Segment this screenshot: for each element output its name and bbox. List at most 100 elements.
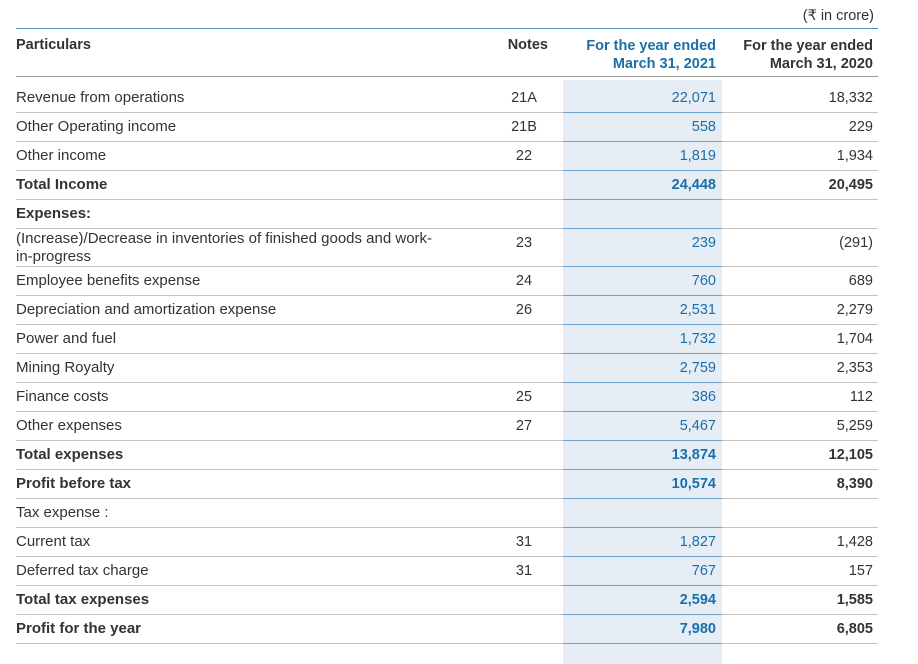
- row-previous: 20,495: [828, 177, 873, 193]
- header-line: March 31, 2020: [769, 56, 873, 72]
- row-rule-current: [563, 199, 722, 200]
- row-rule-current: [563, 556, 722, 557]
- row-previous: 2,279: [836, 302, 873, 318]
- row-rule-current: [563, 112, 722, 113]
- row-current: 1,819: [679, 148, 716, 164]
- row-rule: [16, 141, 878, 142]
- header-current: For the year ended March 31, 2021: [586, 37, 716, 73]
- row-rule-current: [563, 228, 722, 229]
- row-current: 239: [691, 235, 716, 251]
- row-current: 558: [691, 119, 716, 135]
- row-rule-current: [563, 469, 722, 470]
- row-previous: 8,390: [836, 476, 873, 492]
- row-rule: [16, 411, 878, 412]
- row-label: Total tax expenses: [16, 591, 150, 608]
- row-notes: 22: [515, 148, 533, 164]
- row-rule: [16, 228, 878, 229]
- row-rule-current: [563, 141, 722, 142]
- row-label: Profit before tax: [16, 475, 132, 492]
- row-previous: 157: [848, 563, 873, 579]
- row-rule: [16, 295, 878, 296]
- row-label: Depreciation and amortization expense: [16, 301, 277, 318]
- row-rule: [16, 324, 878, 325]
- row-rule-current: [563, 411, 722, 412]
- row-rule-current: [563, 498, 722, 499]
- row-notes: 26: [515, 302, 533, 318]
- row-rule-current: [563, 382, 722, 383]
- row-label: Current tax: [16, 533, 91, 550]
- row-label: Revenue from operations: [16, 89, 185, 106]
- row-rule: [16, 353, 878, 354]
- row-rule: [16, 556, 878, 557]
- row-rule: [16, 614, 878, 615]
- current-column-shade: [563, 80, 722, 664]
- row-current: 13,874: [671, 447, 716, 463]
- row-previous: 1,934: [836, 148, 873, 164]
- row-previous: (291): [839, 235, 873, 251]
- row-rule: [16, 498, 878, 499]
- header-notes: Notes: [507, 37, 548, 53]
- row-rule-current: [563, 170, 722, 171]
- row-current: 24,448: [671, 177, 716, 193]
- row-rule: [16, 266, 878, 267]
- row-label: (Increase)/Decrease in inventories of fi…: [16, 230, 433, 265]
- row-rule: [16, 527, 878, 528]
- row-label: Employee benefits expense: [16, 272, 201, 289]
- row-rule: [16, 469, 878, 470]
- row-current: 22,071: [671, 90, 716, 106]
- row-label: Total expenses: [16, 446, 124, 463]
- row-rule-current: [563, 527, 722, 528]
- row-label: Deferred tax charge: [16, 562, 149, 579]
- row-previous: 5,259: [836, 418, 873, 434]
- row-label: Other income: [16, 147, 107, 164]
- header-particulars: Particulars: [16, 37, 91, 53]
- row-rule: [16, 170, 878, 171]
- row-rule: [16, 585, 878, 586]
- header-line: For the year ended: [586, 38, 716, 54]
- row-current: 1,732: [679, 331, 716, 347]
- row-current: 2,759: [679, 360, 716, 376]
- row-current: 767: [691, 563, 716, 579]
- header-top-rule: [16, 28, 878, 29]
- row-current: 7,980: [679, 621, 716, 637]
- row-label: Profit for the year: [16, 620, 142, 637]
- header-line: March 31, 2021: [612, 56, 716, 72]
- row-previous: 1,428: [836, 534, 873, 550]
- row-rule: [16, 112, 878, 113]
- row-current: 386: [691, 389, 716, 405]
- row-current: 1,827: [679, 534, 716, 550]
- row-rule: [16, 382, 878, 383]
- header-previous: For the year ended March 31, 2020: [743, 37, 873, 73]
- row-rule: [16, 199, 878, 200]
- row-previous: 12,105: [828, 447, 873, 463]
- row-rule-current: [563, 440, 722, 441]
- row-rule-current: [563, 585, 722, 586]
- row-current: 5,467: [679, 418, 716, 434]
- row-notes: 31: [515, 534, 533, 550]
- row-previous: 689: [848, 273, 873, 289]
- header-line: For the year ended: [743, 38, 873, 54]
- row-label: Mining Royalty: [16, 359, 115, 376]
- row-notes: 21B: [511, 119, 537, 135]
- row-previous: 112: [849, 389, 873, 405]
- row-notes: 24: [515, 273, 533, 289]
- row-rule: [16, 643, 878, 644]
- row-rule: [16, 440, 878, 441]
- row-previous: 18,332: [828, 90, 873, 106]
- row-rule-current: [563, 614, 722, 615]
- row-label: Other Operating income: [16, 118, 177, 135]
- row-notes: 21A: [511, 90, 537, 106]
- row-current: 10,574: [671, 476, 716, 492]
- row-rule-current: [563, 643, 722, 644]
- unit-note: (₹ in crore): [802, 8, 874, 24]
- row-notes: 25: [515, 389, 533, 405]
- row-previous: 1,704: [836, 331, 873, 347]
- header-bottom-rule: [16, 76, 878, 77]
- row-current: 2,594: [679, 592, 716, 608]
- row-previous: 1,585: [836, 592, 873, 608]
- row-notes: 23: [515, 235, 533, 251]
- row-label: Finance costs: [16, 388, 109, 405]
- row-previous: 2,353: [836, 360, 873, 376]
- row-notes: 31: [515, 563, 533, 579]
